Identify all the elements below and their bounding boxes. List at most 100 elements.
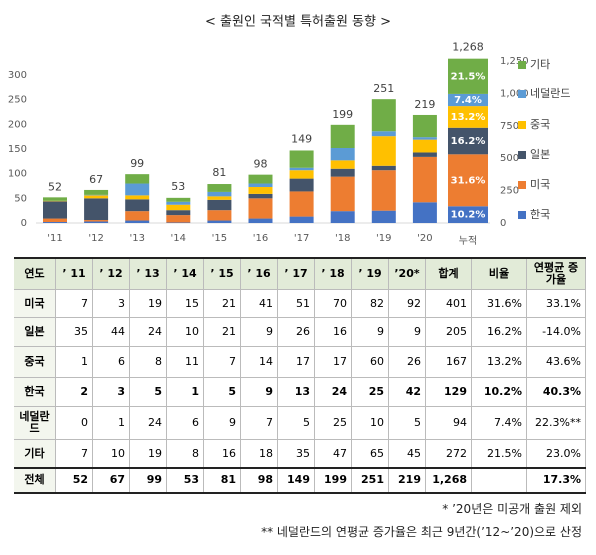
bar-segment — [125, 195, 150, 200]
bar-segment — [412, 139, 437, 153]
x-tick-label: '19 — [376, 233, 391, 244]
bar-segment — [207, 184, 232, 192]
bar-segment — [330, 124, 355, 149]
bar-segment — [330, 148, 355, 161]
table-cell: 3 — [93, 290, 130, 318]
table-cell: 16.2% — [472, 318, 527, 347]
table-cell: 16 — [204, 440, 241, 468]
table-cell: 82 — [352, 290, 389, 318]
share-label: 31.6% — [451, 175, 486, 186]
total-label: 98 — [254, 158, 268, 171]
y-tick-label: 50 — [14, 193, 27, 204]
table-cell: 10.2% — [472, 378, 527, 407]
table-cell: ’ 13 — [130, 258, 167, 290]
table-cell: 35 — [56, 318, 93, 347]
table-cell: 67 — [93, 468, 130, 493]
rule — [14, 257, 586, 259]
y2-tick-label: 250 — [500, 186, 519, 197]
y2-tick-label: 750 — [500, 121, 519, 132]
table-cell: 70 — [315, 290, 352, 318]
table-cell: 43.6% — [527, 347, 586, 378]
bar-segment — [84, 221, 109, 223]
table-cell: 52 — [56, 468, 93, 493]
table-cell: 9 — [204, 407, 241, 440]
legend-swatch — [518, 151, 526, 159]
table-cell: ’ 12 — [93, 258, 130, 290]
bar-segment — [371, 131, 396, 137]
table-cell: 42 — [389, 378, 426, 407]
total-label: 99 — [130, 157, 144, 170]
bar-segment — [248, 198, 273, 219]
bar-segment — [84, 195, 109, 199]
table-cell: ’ 16 — [241, 258, 278, 290]
x-tick-label: '15 — [212, 233, 227, 244]
bar-segment — [43, 222, 67, 223]
table-cell: ’ 18 — [315, 258, 352, 290]
bar-segment — [207, 199, 232, 211]
bar-segment — [412, 202, 437, 223]
cumulative-total-label: 1,268 — [452, 41, 484, 54]
table-cell: 5 — [204, 378, 241, 407]
bar-segment — [412, 114, 437, 138]
y2-tick-label: 0 — [500, 218, 506, 229]
table-cell: 7 — [56, 440, 93, 468]
bar-segment — [125, 174, 150, 184]
bar-segment — [125, 199, 150, 212]
table-cell: 연도 — [14, 258, 56, 290]
table-cell: 7 — [241, 407, 278, 440]
table-cell: 272 — [426, 440, 472, 468]
table-cell: 6 — [167, 407, 204, 440]
table-cell: 26 — [278, 318, 315, 347]
table-cell: 전체 — [14, 468, 56, 493]
bar-segment — [248, 174, 273, 184]
table-cell: 21 — [204, 318, 241, 347]
table-cell: 9 — [241, 378, 278, 407]
table-cell: 5 — [389, 407, 426, 440]
bar-segment — [289, 178, 314, 192]
bar-segment — [207, 210, 232, 221]
table-cell: 219 — [389, 468, 426, 493]
bar-segment — [289, 170, 314, 179]
x-tick-label: '13 — [129, 233, 144, 244]
total-label: 199 — [332, 108, 353, 121]
bar-segment — [371, 210, 396, 223]
x-tick-label: 누적 — [459, 235, 477, 247]
bar-segment — [125, 211, 150, 221]
share-label: 16.2% — [451, 136, 486, 147]
table-cell: ’ 17 — [278, 258, 315, 290]
table-cell: 5 — [278, 407, 315, 440]
table-cell: ’ 15 — [204, 258, 241, 290]
table-cell: 60 — [352, 347, 389, 378]
table-cell: 24 — [315, 378, 352, 407]
table-cell: 251 — [352, 468, 389, 493]
table-cell: 35 — [278, 440, 315, 468]
table-cell: 401 — [426, 290, 472, 318]
y2-tick-label: 1,000 — [500, 88, 529, 99]
chart-title: < 출원인 국적별 특허출원 동향 > — [205, 15, 391, 30]
table-cell: 일본 — [14, 318, 56, 347]
legend-swatch — [518, 90, 526, 98]
y-tick-label: 0 — [21, 218, 27, 229]
table-cell: 24 — [130, 407, 167, 440]
y2-tick-label: 1,250 — [500, 56, 529, 67]
table-cell: 129 — [426, 378, 472, 407]
table-cell: 10 — [352, 407, 389, 440]
table-cell: 51 — [278, 290, 315, 318]
table-cell: ’ 11 — [56, 258, 93, 290]
table-cell: 중국 — [14, 347, 56, 378]
table-cell: 25 — [315, 407, 352, 440]
table-cell: 99 — [130, 468, 167, 493]
bar-segment — [248, 186, 273, 194]
table-cell: 8 — [130, 347, 167, 378]
table-cell: 한국 — [14, 378, 56, 407]
x-tick-label: '11 — [47, 233, 62, 244]
bar-segment — [84, 220, 109, 222]
table-cell: 167 — [426, 347, 472, 378]
table-cell: 미국 — [14, 290, 56, 318]
table-cell: 19 — [130, 440, 167, 468]
table-cell: 24 — [130, 318, 167, 347]
table-cell: 199 — [315, 468, 352, 493]
x-tick-label: '20 — [417, 233, 432, 244]
y-tick-label: 250 — [8, 95, 27, 106]
